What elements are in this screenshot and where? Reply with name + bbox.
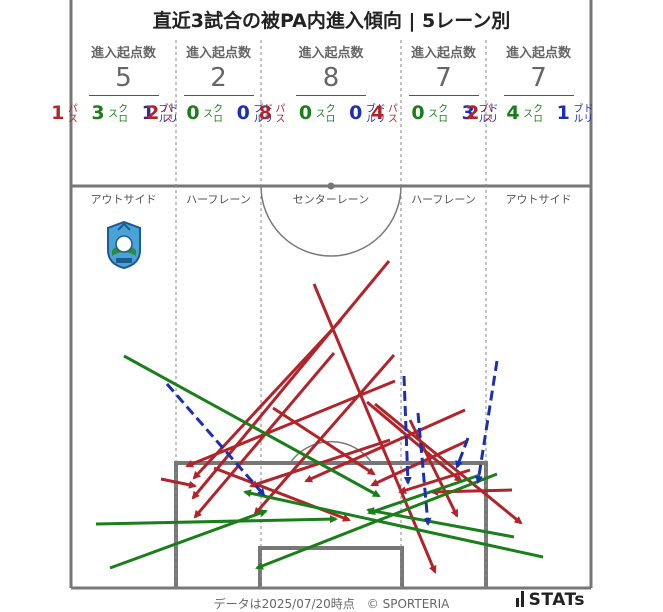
divider — [503, 95, 574, 96]
pass-count: 4 — [371, 102, 385, 124]
lane-name-left-halfspace: ハーフレーン — [186, 193, 251, 206]
divider — [88, 95, 159, 96]
cross-arrows — [95, 354, 544, 570]
lane-header-left-outside: 進入起点数 5 1 パス 3 クロス 1 ドリブル — [51, 42, 177, 124]
lane-total: 2 — [210, 63, 227, 93]
lane-name-right-halfspace: ハーフレーン — [411, 193, 476, 206]
pass-label: パス — [480, 103, 492, 123]
dribble-label: ドリブル — [155, 103, 177, 123]
cross-label: クロス — [520, 103, 542, 123]
pass-label: パス — [160, 103, 172, 123]
lane-header-label: 進入起点数 — [410, 46, 476, 61]
lane-header-label: 進入起点数 — [185, 46, 251, 61]
footer-credit: データは2025/07/20時点 © SPORTERIA — [213, 597, 450, 611]
dribble-count: 3 — [461, 102, 475, 124]
cross-count: 4 — [506, 102, 520, 124]
lane-total: 8 — [322, 63, 340, 93]
dribble-count: 1 — [141, 102, 155, 124]
lane-total: 7 — [530, 63, 547, 93]
cross-label: クロス — [313, 103, 335, 123]
cross-label: クロス — [425, 103, 447, 123]
lane-header-right-halfspace: 進入起点数 7 4 パス 0 クロス 3 ドリブル — [371, 42, 497, 124]
cross-label: クロス — [200, 103, 222, 123]
cross-count: 0 — [411, 102, 425, 124]
brand-logo: STATs — [515, 590, 585, 610]
lane-breakdown: 2 パス 0 クロス 0 ドリブル — [146, 102, 272, 124]
lane-header-left-halfspace: 進入起点数 2 2 パス 0 クロス 0 ドリブル — [146, 42, 272, 124]
pass-arrows — [160, 260, 523, 574]
divider — [296, 95, 366, 96]
lane-header-center: 進入起点数 8 8 パス 0 クロス 0 ドリブル — [258, 42, 401, 124]
cross-count: 0 — [298, 102, 313, 124]
chart-title: 直近3試合の被PA内進入傾向 | 5レーン別 — [152, 10, 511, 32]
cross-label: クロス — [105, 103, 127, 123]
divider — [408, 95, 479, 96]
lane-total: 5 — [115, 63, 132, 93]
pass-label: パス — [385, 103, 397, 123]
dribble-label: ドリブル — [570, 103, 592, 123]
lane-name-right-outside: アウトサイド — [505, 193, 572, 206]
dribble-label: ドリブル — [250, 103, 272, 123]
lane-breakdown: 2 パス 4 クロス 1 ドリブル — [466, 102, 592, 124]
pitch-lines — [69, 0, 593, 590]
lane-total: 7 — [435, 63, 452, 93]
dribble-label: ドリブル — [363, 103, 385, 123]
lane-name-center: センターレーン — [292, 193, 370, 206]
pass-count: 2 — [466, 102, 480, 124]
dribble-count: 0 — [236, 102, 250, 124]
pass-count: 8 — [258, 102, 272, 124]
lane-name-left-outside: アウトサイド — [90, 193, 157, 206]
lane-header-label: 進入起点数 — [505, 46, 571, 61]
lane-breakdown: 1 パス 3 クロス 1 ドリブル — [51, 102, 177, 124]
dribble-arrows — [165, 360, 499, 526]
pass-count: 1 — [51, 102, 65, 124]
pass-label: パス — [65, 103, 77, 123]
cross-count: 0 — [186, 102, 200, 124]
dribble-count: 0 — [349, 102, 363, 124]
pass-count: 2 — [146, 102, 160, 124]
stats-bars-icon — [515, 591, 526, 607]
dribble-count: 1 — [556, 102, 570, 124]
lane-breakdown: 4 パス 0 クロス 3 ドリブル — [371, 102, 497, 124]
cross-count: 3 — [91, 102, 105, 124]
lane-header-label: 進入起点数 — [90, 46, 156, 61]
pass-label: パス — [272, 103, 284, 123]
divider — [183, 95, 254, 96]
team-crest-icon — [107, 220, 141, 270]
lane-header-label: 進入起点数 — [298, 46, 364, 61]
lane-header-right-outside: 進入起点数 7 2 パス 4 クロス 1 ドリブル — [466, 42, 592, 124]
dribble-label: ドリブル — [475, 103, 497, 123]
brand-name: STATs — [528, 590, 585, 610]
lane-breakdown: 8 パス 0 クロス 0 ドリブル — [258, 102, 401, 124]
